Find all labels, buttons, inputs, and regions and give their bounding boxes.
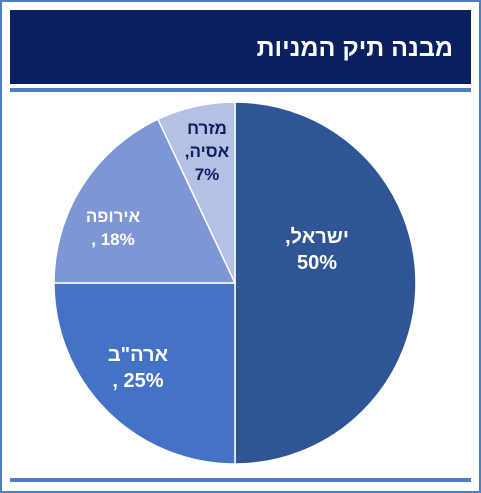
plot-area bbox=[10, 88, 471, 482]
slice-label-line: ישראל, bbox=[285, 226, 349, 248]
pie-slice bbox=[234, 101, 417, 465]
slice-label-line: 7% bbox=[195, 165, 220, 184]
slice-label: ארה"ב 25% , bbox=[108, 344, 169, 392]
pie-slice bbox=[53, 118, 237, 284]
slice-label-line: ארה"ב bbox=[108, 344, 169, 366]
slice-label-line: אירופה bbox=[86, 207, 141, 226]
slice-label-line: אסיה, bbox=[185, 142, 230, 161]
slice-label-line: 18% , bbox=[91, 230, 134, 249]
chart-header: מבנה תיק המניות bbox=[10, 10, 471, 84]
slice-label: ישראל, 50% bbox=[285, 226, 349, 274]
chart-title: מבנה תיק המניות bbox=[256, 34, 453, 62]
pie-slice bbox=[156, 101, 236, 284]
slice-label: אירופה 18% , bbox=[86, 207, 141, 249]
slice-label: מזרח אסיה, 7% bbox=[185, 119, 230, 184]
slice-label-line: 25% , bbox=[112, 370, 163, 392]
pie-slice bbox=[53, 282, 236, 465]
slice-label-line: 50% bbox=[297, 252, 337, 274]
slice-label-line: מזרח bbox=[187, 119, 227, 138]
